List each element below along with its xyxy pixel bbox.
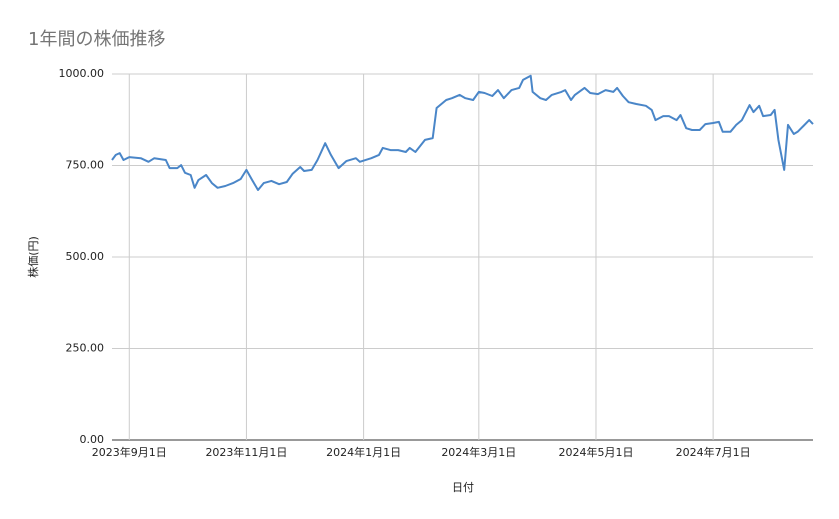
price-line: [111, 74, 814, 191]
y-tick-label: 750.00: [66, 159, 105, 172]
x-axis-title: 日付: [452, 481, 474, 494]
x-tick-label: 2024年1月1日: [326, 445, 401, 459]
x-tick-label: 2024年3月1日: [441, 445, 516, 459]
y-tick-label: 250.00: [66, 342, 105, 355]
x-tick-label: 2023年11月1日: [205, 445, 287, 459]
x-tick-label: 2023年9月1日: [92, 445, 167, 459]
y-tick-label: 0.00: [80, 433, 105, 446]
y-tick-label: 1000.00: [59, 67, 105, 80]
y-tick-label: 500.00: [66, 250, 105, 263]
y-axis-title: 株価(円): [26, 236, 40, 278]
x-tick-label: 2024年7月1日: [676, 445, 751, 459]
x-tick-label: 2024年5月1日: [558, 445, 633, 459]
chart-title: 1年間の株価推移: [28, 29, 165, 50]
